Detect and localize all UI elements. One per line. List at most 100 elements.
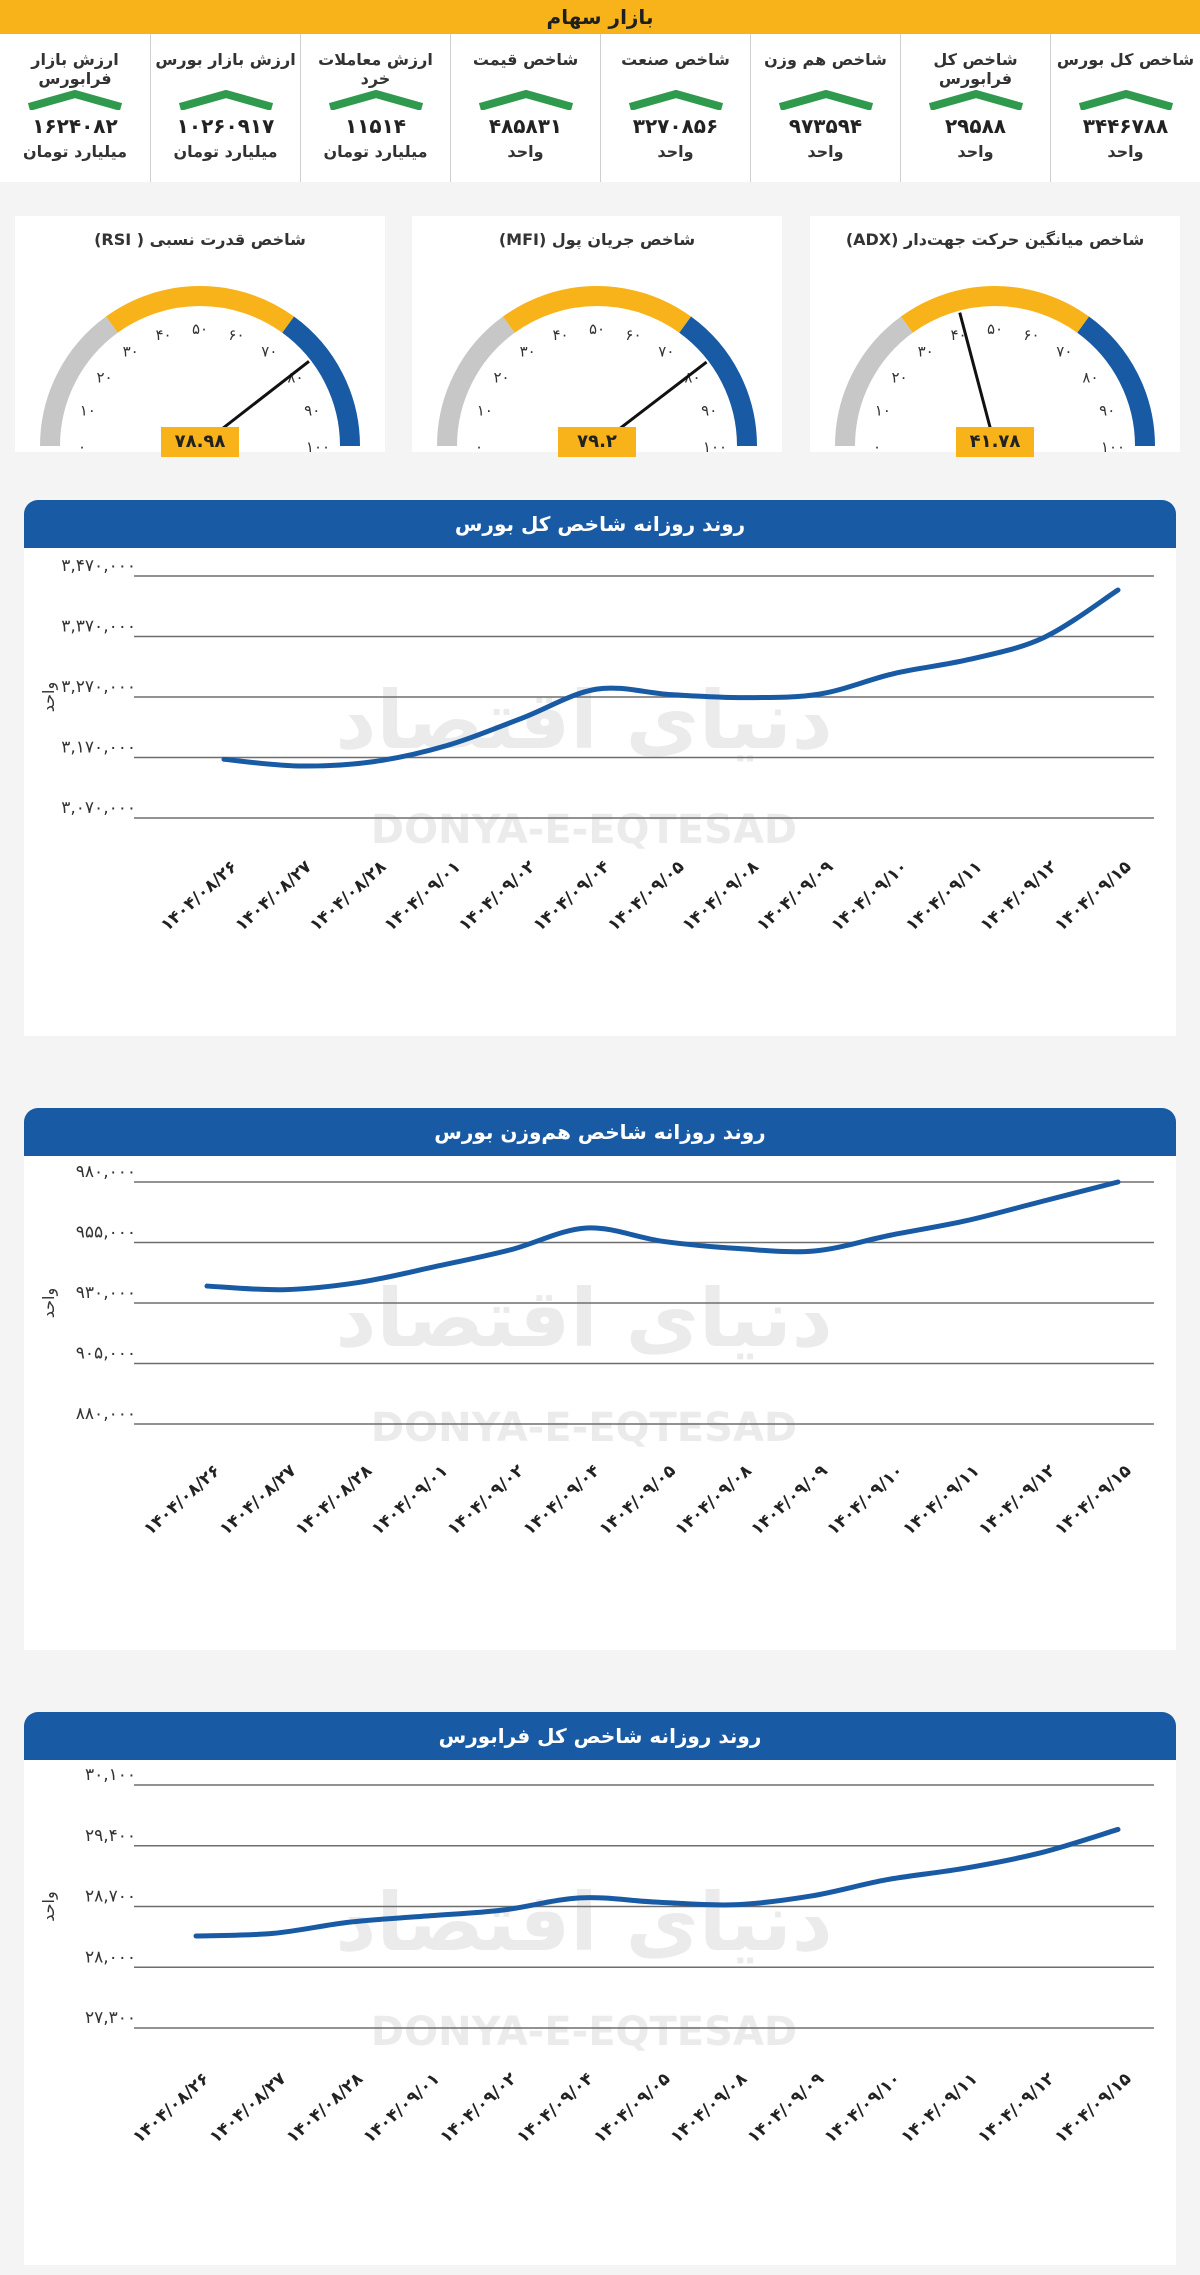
y-axis-label: واحد bbox=[39, 1891, 59, 1921]
x-tick-label: ۱۴۰۴/۰۹/۱۱ bbox=[897, 2069, 981, 2148]
gauge-tick-label: ۷۰ bbox=[1056, 343, 1072, 361]
gauge-tick-label: ۰ bbox=[78, 438, 86, 452]
stat-label: ارزش بازار بورس bbox=[155, 50, 296, 69]
x-tick-label: ۱۴۰۴/۰۹/۰۹ bbox=[744, 2068, 829, 2147]
gauge-panel: شاخص قدرت نسبی ( RSI) ۰ ۱۰ ۲۰ ۳۰ ۴۰ ۵۰ ۶۰ ۷۰ ۸۰ ۹۰… bbox=[15, 216, 385, 457]
x-tick-label: ۱۴۰۴/۰۹/۱۰ bbox=[828, 857, 912, 936]
stat-item: شاخص هم وزن ۹۷۳۵۹۴ واحد bbox=[750, 34, 900, 182]
x-tick-label: ۱۴۰۴/۰۹/۰۴ bbox=[520, 1461, 604, 1540]
stat-unit: واحد bbox=[1107, 142, 1144, 161]
x-tick-label: ۱۴۰۴/۰۹/۰۹ bbox=[747, 1460, 832, 1539]
y-tick-label: ۹۳۰,۰۰۰ bbox=[76, 1283, 136, 1303]
y-axis-label: واحد bbox=[39, 682, 59, 712]
x-tick-label: ۱۴۰۴/۰۹/۰۵ bbox=[590, 2069, 674, 2148]
gauge-tick-label: ۰ bbox=[475, 438, 483, 452]
chart-panel-main-index: روند روزانه شاخص کل بورس دنیای اقتصاد DON… bbox=[24, 500, 1176, 1036]
stat-item: ارزش معاملات خرد ۱۱۵۱۴ میلیارد تومان bbox=[300, 34, 450, 182]
x-tick-label: ۱۴۰۴/۰۹/۰۸ bbox=[667, 2068, 752, 2147]
stat-value: ۱۶۲۴۰۸۲ bbox=[32, 114, 118, 138]
gauge-tick-label: ۲۰ bbox=[493, 369, 509, 387]
up-arrow-icon bbox=[778, 90, 873, 110]
line-chart-farabourse: دنیای اقتصاد DONYA-E-EQTESAD ۳۰,۱۰۰ ۲۹,۴۰۰ ۲… bbox=[39, 1765, 1154, 2148]
gauge-title: شاخص میانگین حرکت جهت‌دار (ADX) bbox=[845, 230, 1145, 249]
x-tick-label: ۱۴۰۴/۰۹/۱۵ bbox=[1051, 2069, 1135, 2148]
chart-header: روند روزانه شاخص کل بورس bbox=[24, 500, 1176, 548]
x-tick-label: ۱۴۰۴/۰۸/۲۷ bbox=[216, 1460, 301, 1539]
stat-item: ارزش بازار فرابورس ۱۶۲۴۰۸۲ میلیارد تومان bbox=[0, 34, 150, 182]
x-tick-label: ۱۴۰۴/۰۹/۰۸ bbox=[671, 1460, 756, 1539]
stat-item: ارزش بازار بورس ۱۰۲۶۰۹۱۷ میلیارد تومان bbox=[150, 34, 300, 182]
gauge-tick-label: ۲۰ bbox=[96, 369, 112, 387]
x-tick-label: ۱۴۰۴/۰۹/۱۱ bbox=[902, 857, 986, 936]
gauge-band bbox=[835, 316, 913, 447]
y-tick-label: ۲۷,۳۰۰ bbox=[85, 2008, 136, 2028]
gauge-tick-label: ۱۰۰ bbox=[306, 438, 330, 452]
gauge-tick-label: ۶۰ bbox=[1023, 326, 1039, 344]
gauge-tick-label: ۹۰ bbox=[304, 402, 320, 420]
stat-label: شاخص کل بورس bbox=[1056, 50, 1195, 69]
stat-label: ارزش معاملات خرد bbox=[318, 50, 433, 88]
gauge-tick-label: ۹۰ bbox=[701, 402, 717, 420]
x-tick-label: ۱۴۰۴/۰۹/۰۵ bbox=[604, 857, 688, 936]
gauge-tick-label: ۷۰ bbox=[261, 343, 277, 361]
gauge-panel: شاخص جریان پول (MFI) ۰ ۱۰ ۲۰ ۳۰ ۴۰ ۵۰ ۶۰ ۷۰ ۸۰ ۹۰ ۱… bbox=[412, 216, 782, 457]
gauge-tick-label: ۳۰ bbox=[918, 343, 934, 361]
market-title: بازار سهام bbox=[546, 5, 654, 29]
gauge-needle bbox=[958, 312, 997, 447]
x-tick-label: ۱۴۰۴/۰۹/۰۲ bbox=[444, 1460, 529, 1539]
watermark-en: DONYA-E-EQTESAD bbox=[371, 2009, 797, 2055]
watermark-fa: دنیای اقتصاد bbox=[335, 1876, 832, 1969]
stat-unit: میلیارد تومان bbox=[22, 142, 128, 161]
stat-value: ۲۹۵۸۸ bbox=[944, 114, 1007, 138]
gauge-tick-label: ۳۰ bbox=[123, 343, 139, 361]
gauge-band bbox=[40, 316, 118, 447]
x-tick-label: ۱۴۰۴/۰۹/۰۴ bbox=[530, 857, 614, 936]
y-tick-label: ۲۸,۷۰۰ bbox=[85, 1887, 136, 1907]
stat-label: شاخص صنعت bbox=[621, 50, 730, 69]
gauge-tick-label: ۱۰ bbox=[477, 402, 493, 420]
x-tick-label: ۱۴۰۴/۰۸/۲۶ bbox=[157, 857, 241, 936]
chart-header: روند روزانه شاخص کل فرابورس bbox=[24, 1712, 1176, 1760]
up-arrow-icon bbox=[478, 90, 573, 110]
y-tick-label: ۳,۳۷۰,۰۰۰ bbox=[61, 617, 136, 637]
y-tick-label: ۹۵۵,۰۰۰ bbox=[76, 1223, 136, 1243]
stats-bar: ارزش بازار فرابورس ۱۶۲۴۰۸۲ میلیارد تومان ار… bbox=[0, 34, 1200, 182]
gauge-tick-label: ۹۰ bbox=[1099, 402, 1115, 420]
gauge-tick-label: ۱۰۰ bbox=[1101, 438, 1125, 452]
gauge-band bbox=[105, 286, 295, 333]
gauge-band bbox=[900, 286, 1090, 333]
x-tick-label: ۱۴۰۴/۰۹/۰۵ bbox=[596, 1461, 680, 1540]
x-tick-label: ۱۴۰۴/۰۹/۱۱ bbox=[899, 1461, 983, 1540]
stat-value: ۳۴۴۶۷۸۸ bbox=[1082, 114, 1169, 138]
line-chart-main-index: دنیای اقتصادDONYA-E-EQTESAD۳,۴۷۰,۰۰۰۳,۳۷… bbox=[39, 556, 1154, 936]
x-tick-label: ۱۴۰۴/۰۸/۲۸ bbox=[306, 856, 391, 935]
x-tick-label: ۱۴۰۴/۰۹/۰۲ bbox=[455, 856, 540, 935]
stat-item: شاخص کل فرابورس ۲۹۵۸۸ واحد bbox=[900, 34, 1050, 182]
y-tick-label: ۳,۱۷۰,۰۰۰ bbox=[61, 738, 136, 758]
gauge-tick-label: ۴۰ bbox=[950, 326, 966, 344]
stat-label: شاخص هم وزن bbox=[764, 50, 887, 69]
x-tick-label: ۱۴۰۴/۰۸/۲۶ bbox=[140, 1461, 224, 1540]
up-arrow-icon bbox=[1078, 90, 1173, 110]
chart-title: روند روزانه شاخص هم‌وزن بورس bbox=[434, 1120, 766, 1144]
gauge-value: ۷۹.۲ bbox=[558, 427, 636, 457]
gauge-tick-label: ۷۰ bbox=[658, 343, 674, 361]
x-tick-label: ۱۴۰۴/۰۸/۲۷ bbox=[232, 856, 317, 935]
stat-unit: میلیارد تومان bbox=[323, 142, 428, 161]
chart-header: روند روزانه شاخص هم‌وزن بورس bbox=[24, 1108, 1176, 1156]
x-tick-label: ۱۴۰۴/۰۸/۲۷ bbox=[206, 2068, 291, 2147]
gauge-tick-label: ۳۰ bbox=[520, 343, 536, 361]
gauge-tick-label: ۸۰ bbox=[1082, 369, 1098, 387]
y-tick-label: ۳۰,۱۰۰ bbox=[85, 1765, 136, 1785]
chart-title: روند روزانه شاخص کل بورس bbox=[454, 512, 746, 536]
up-arrow-icon bbox=[27, 90, 123, 110]
gauge-tick-label: ۰ bbox=[873, 438, 881, 452]
gauge-title: شاخص جریان پول (MFI) bbox=[498, 230, 696, 249]
x-tick-label: ۱۴۰۴/۰۸/۲۶ bbox=[129, 2069, 213, 2148]
gauge-band bbox=[502, 286, 692, 333]
stat-item: شاخص صنعت ۳۲۷۰۸۵۶ واحد bbox=[600, 34, 750, 182]
x-tick-label: ۱۴۰۴/۰۹/۰۴ bbox=[513, 2069, 597, 2148]
